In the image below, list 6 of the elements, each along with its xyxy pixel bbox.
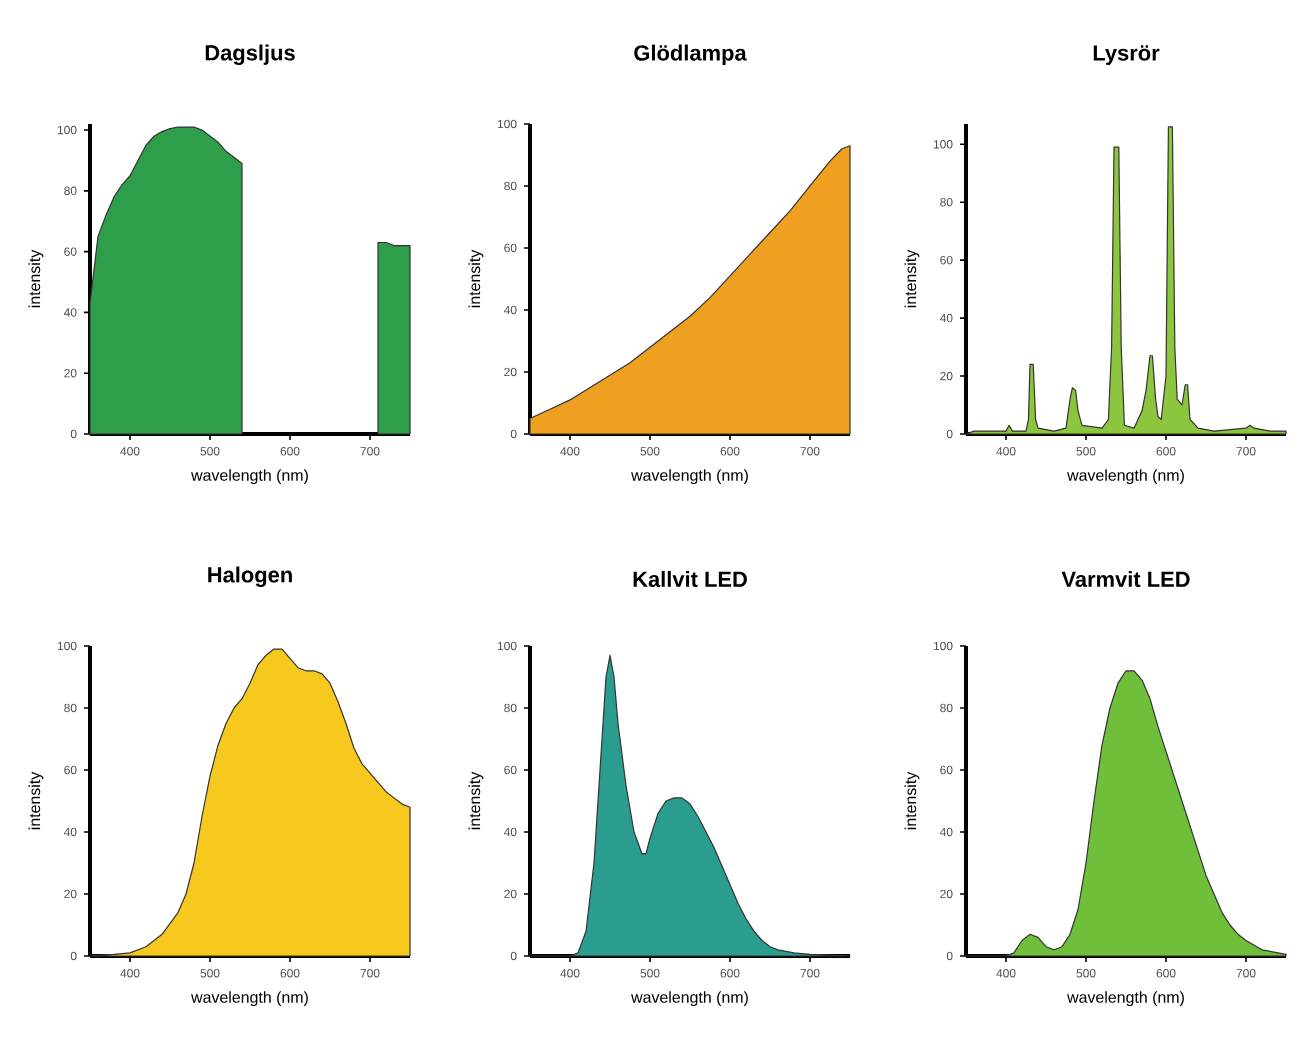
chart-title: Varmvit LED [1061,570,1190,587]
chart-title: Lysrör [1093,45,1160,65]
chart-title: Kallvit LED [633,570,747,587]
chart-title: Glödlampa [634,44,747,65]
chart-title: Dagsljus [205,44,295,66]
chart-title: Halogen [208,566,292,588]
